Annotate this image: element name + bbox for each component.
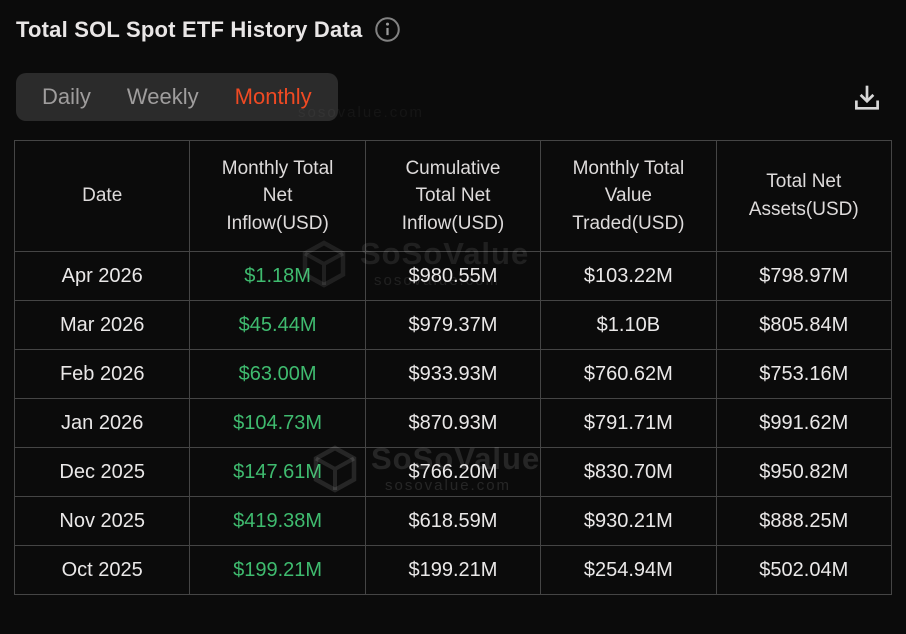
net-assets-cell: $805.84M bbox=[715, 300, 893, 350]
value-traded-cell: $254.94M bbox=[540, 545, 717, 595]
cumulative-net-inflow-cell: $979.37M bbox=[364, 300, 542, 350]
column-header-monthly-net-inflow: Monthly Total Net Inflow(USD) bbox=[189, 140, 366, 252]
date-cell: Oct 2025 bbox=[13, 545, 191, 595]
download-button[interactable] bbox=[850, 80, 884, 114]
value-traded-cell: $791.71M bbox=[540, 398, 717, 448]
cumulative-net-inflow-cell: $618.59M bbox=[364, 496, 542, 546]
page-header: Total SOL Spot ETF History Data bbox=[0, 0, 906, 43]
monthly-net-inflow-cell: $45.44M bbox=[189, 300, 366, 350]
date-cell: Nov 2025 bbox=[13, 496, 191, 546]
net-assets-cell: $991.62M bbox=[715, 398, 893, 448]
net-assets-cell: $502.04M bbox=[715, 545, 893, 595]
date-cell: Apr 2026 bbox=[13, 251, 191, 301]
value-traded-cell: $103.22M bbox=[540, 251, 717, 301]
tab-daily[interactable]: Daily bbox=[42, 84, 91, 109]
etf-history-table-wrap: Date Monthly Total Net Inflow(USD) Cumul… bbox=[13, 140, 893, 595]
table-row: Apr 2026 $1.18M $980.55M $103.22M $798.9… bbox=[13, 251, 893, 301]
table-row: Mar 2026 $45.44M $979.37M $1.10B $805.84… bbox=[13, 300, 893, 350]
monthly-net-inflow-cell: $199.21M bbox=[189, 545, 366, 595]
monthly-net-inflow-cell: $104.73M bbox=[189, 398, 366, 448]
monthly-net-inflow-cell: $419.38M bbox=[189, 496, 366, 546]
monthly-net-inflow-cell: $1.18M bbox=[189, 251, 366, 301]
table-header-row: Date Monthly Total Net Inflow(USD) Cumul… bbox=[13, 140, 893, 252]
date-cell: Feb 2026 bbox=[13, 349, 191, 399]
net-assets-cell: $753.16M bbox=[715, 349, 893, 399]
table-row: Nov 2025 $419.38M $618.59M $930.21M $888… bbox=[13, 496, 893, 546]
column-header-net-assets: Total Net Assets(USD) bbox=[715, 140, 893, 252]
column-header-date: Date bbox=[13, 140, 191, 252]
tab-monthly[interactable]: Monthly bbox=[234, 84, 312, 109]
cumulative-net-inflow-cell: $870.93M bbox=[364, 398, 542, 448]
cumulative-net-inflow-cell: $766.20M bbox=[364, 447, 542, 497]
date-cell: Jan 2026 bbox=[13, 398, 191, 448]
value-traded-cell: $760.62M bbox=[540, 349, 717, 399]
value-traded-cell: $1.10B bbox=[540, 300, 717, 350]
monthly-net-inflow-cell: $63.00M bbox=[189, 349, 366, 399]
value-traded-cell: $930.21M bbox=[540, 496, 717, 546]
value-traded-cell: $830.70M bbox=[540, 447, 717, 497]
table-row: Oct 2025 $199.21M $199.21M $254.94M $502… bbox=[13, 545, 893, 595]
column-header-cumulative-net-inflow: Cumulative Total Net Inflow(USD) bbox=[364, 140, 542, 252]
tab-weekly[interactable]: Weekly bbox=[126, 84, 199, 109]
cumulative-net-inflow-cell: $933.93M bbox=[364, 349, 542, 399]
monthly-net-inflow-cell: $147.61M bbox=[189, 447, 366, 497]
date-cell: Mar 2026 bbox=[13, 300, 191, 350]
period-tabs: Daily Weekly Monthly bbox=[16, 73, 338, 121]
table-row: Dec 2025 $147.61M $766.20M $830.70M $950… bbox=[13, 447, 893, 497]
info-icon[interactable] bbox=[374, 16, 401, 43]
page-title: Total SOL Spot ETF History Data bbox=[16, 16, 363, 42]
download-icon bbox=[855, 85, 879, 110]
info-icon-glyph bbox=[375, 17, 401, 42]
table-row: Jan 2026 $104.73M $870.93M $791.71M $991… bbox=[13, 398, 893, 448]
table-row: Feb 2026 $63.00M $933.93M $760.62M $753.… bbox=[13, 349, 893, 399]
cumulative-net-inflow-cell: $199.21M bbox=[364, 545, 542, 595]
etf-history-table: Date Monthly Total Net Inflow(USD) Cumul… bbox=[13, 140, 893, 595]
net-assets-cell: $950.82M bbox=[715, 447, 893, 497]
column-header-value-traded: Monthly Total Value Traded(USD) bbox=[540, 140, 717, 252]
cumulative-net-inflow-cell: $980.55M bbox=[364, 251, 542, 301]
net-assets-cell: $798.97M bbox=[715, 251, 893, 301]
net-assets-cell: $888.25M bbox=[715, 496, 893, 546]
toolbar: Daily Weekly Monthly bbox=[0, 73, 906, 121]
date-cell: Dec 2025 bbox=[13, 447, 191, 497]
